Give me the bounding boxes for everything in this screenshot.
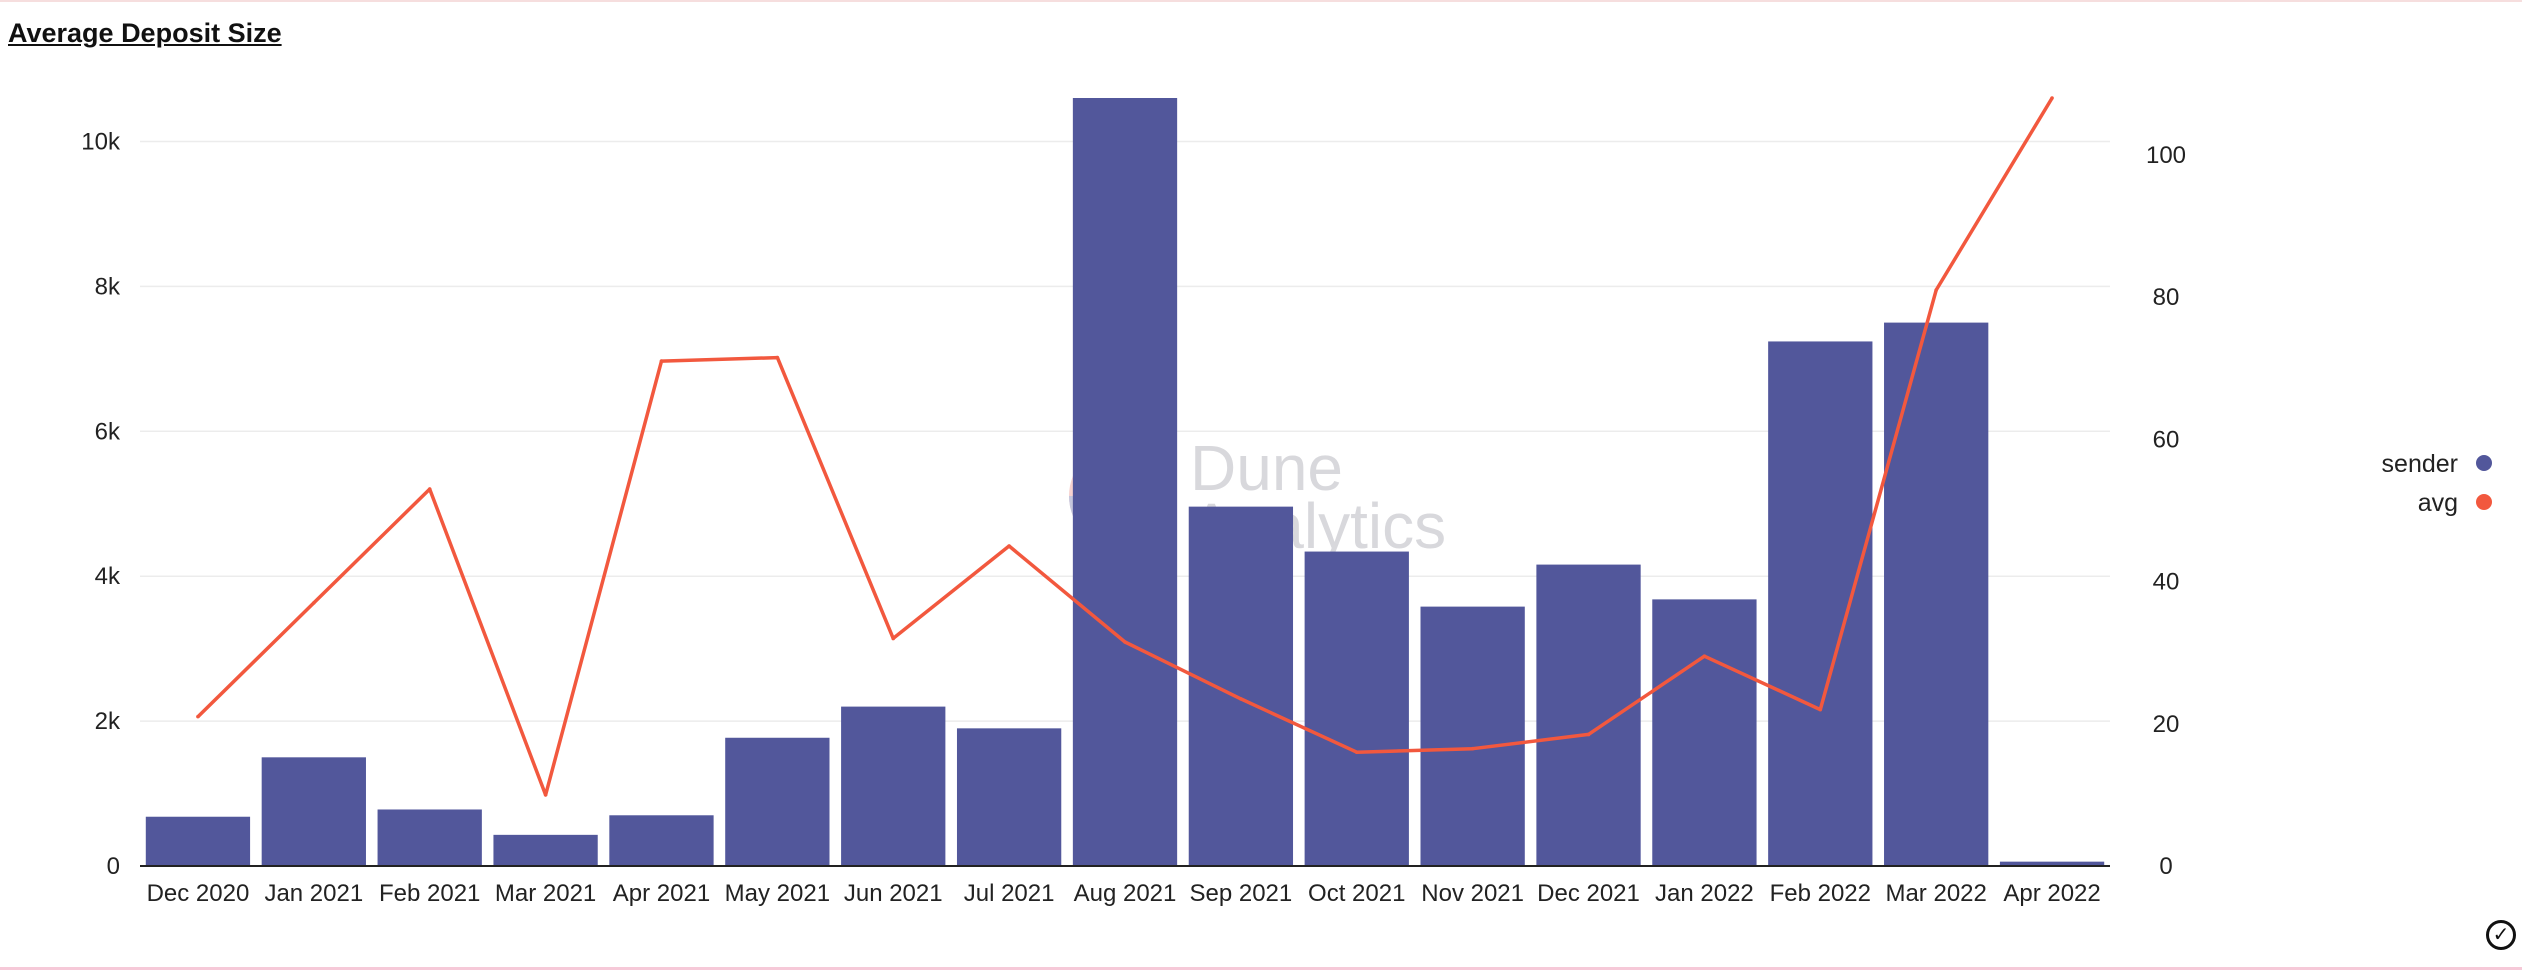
x-tick-label: Apr 2021: [613, 880, 710, 907]
left-axis-ticks: 0 2k 4k 6k 8k 10k: [81, 128, 121, 880]
bar-sender: [377, 809, 482, 866]
bar-sender: [261, 757, 366, 866]
x-tick-label: Jul 2021: [964, 880, 1055, 907]
left-tick-label: 2k: [95, 708, 121, 735]
bar-sender: [1884, 322, 1989, 866]
x-tick-label: Nov 2021: [1421, 880, 1524, 907]
point-avg: [427, 487, 432, 491]
legend-marker-sender: [2476, 455, 2492, 471]
left-tick-label: 4k: [95, 563, 121, 590]
x-tick-label: Oct 2021: [1308, 880, 1405, 907]
legend-label-sender: sender: [2382, 450, 2458, 478]
point-avg: [659, 359, 664, 363]
sender-bars: [145, 98, 2105, 866]
x-tick-label: May 2021: [725, 880, 830, 907]
bar-sender: [1188, 506, 1294, 866]
point-avg: [1586, 732, 1591, 737]
x-tick-label: Mar 2022: [1885, 880, 1986, 907]
point-avg: [2050, 96, 2054, 100]
legend: sender avg: [2382, 450, 2492, 517]
x-tick-label: Apr 2022: [2003, 880, 2100, 907]
x-axis-ticks: Dec 2020 Jan 2021 Feb 2021 Mar 2021 Apr 2021…: [147, 880, 2101, 907]
x-tick-label: Dec 2020: [147, 880, 250, 907]
bar-sender: [1420, 606, 1525, 866]
x-tick-label: Aug 2021: [1074, 880, 1177, 907]
left-tick-label: 8k: [95, 273, 121, 300]
x-tick-label: Jun 2021: [844, 880, 943, 907]
x-tick-label: Feb 2021: [379, 880, 480, 907]
x-tick-label: Jan 2021: [264, 880, 363, 907]
left-tick-label: 6k: [95, 418, 121, 445]
x-tick-label: Mar 2021: [495, 880, 596, 907]
point-avg: [1934, 288, 1938, 292]
bar-sender: [609, 815, 714, 866]
left-tick-label: 10k: [81, 128, 121, 155]
bar-sender: [1072, 98, 1178, 866]
bar-sender: [145, 816, 251, 866]
avg-line: [196, 96, 2054, 797]
bar-sender: [841, 706, 946, 866]
legend-item-avg[interactable]: avg: [2418, 489, 2492, 517]
point-avg: [1007, 544, 1011, 548]
point-avg: [1123, 640, 1127, 644]
x-tick-label: Sep 2021: [1189, 880, 1292, 907]
bar-sender: [1999, 861, 2105, 866]
right-tick-label: 20: [2153, 711, 2180, 738]
point-avg: [543, 793, 548, 797]
legend-label-avg: avg: [2418, 489, 2458, 517]
point-avg: [1239, 697, 1243, 701]
point-avg: [312, 601, 316, 605]
left-tick-label: 0: [107, 853, 120, 880]
checkmark-circle-icon[interactable]: ✓: [2486, 920, 2516, 950]
point-avg: [1818, 707, 1823, 712]
x-tick-label: Feb 2022: [1770, 880, 1871, 907]
point-avg: [775, 355, 780, 360]
legend-item-sender[interactable]: sender: [2382, 450, 2492, 478]
x-tick-label: Dec 2021: [1537, 880, 1640, 907]
right-tick-label: 80: [2153, 284, 2180, 311]
x-tick-label: Jan 2022: [1655, 880, 1754, 907]
right-tick-label: 40: [2153, 569, 2180, 596]
bar-sender: [1304, 551, 1409, 866]
top-border: [0, 0, 2522, 2]
watermark-line1: Dune: [1190, 432, 1343, 504]
point-avg: [1702, 654, 1707, 659]
right-tick-label: 60: [2153, 426, 2180, 453]
chart-title[interactable]: Average Deposit Size: [8, 18, 282, 48]
bottom-border: [0, 967, 2522, 970]
point-avg: [1354, 750, 1359, 755]
right-tick-label: 100: [2146, 142, 2186, 169]
bar-sender: [1768, 341, 1873, 866]
point-avg: [1470, 746, 1475, 751]
bar-sender: [1536, 564, 1641, 866]
bar-sender: [493, 834, 598, 866]
right-axis-ticks: 0 20 40 60 80 100: [2146, 142, 2186, 880]
bar-sender: [725, 737, 830, 866]
legend-marker-avg: [2476, 494, 2492, 510]
bar-sender: [956, 728, 1062, 866]
point-avg: [891, 636, 896, 641]
right-tick-label: 0: [2159, 853, 2172, 880]
point-avg: [196, 714, 200, 719]
bar-sender: [1652, 599, 1757, 866]
